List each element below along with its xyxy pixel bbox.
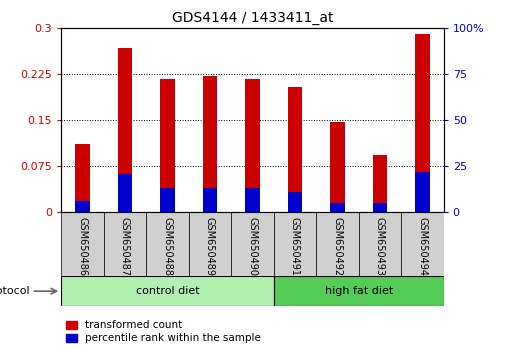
Bar — [188, 212, 231, 276]
Bar — [244, 188, 260, 212]
Legend: transformed count, percentile rank within the sample: transformed count, percentile rank withi… — [66, 320, 261, 343]
Text: GSM650491: GSM650491 — [290, 217, 299, 276]
Text: GSM650493: GSM650493 — [374, 217, 384, 276]
Bar — [160, 188, 175, 212]
Text: GSM650486: GSM650486 — [77, 217, 87, 276]
Bar — [244, 79, 260, 212]
Text: GSM650490: GSM650490 — [247, 217, 257, 276]
Bar — [117, 48, 132, 212]
Bar — [329, 203, 344, 212]
Bar — [273, 212, 316, 276]
Bar — [75, 201, 90, 212]
Bar — [202, 188, 217, 212]
Title: GDS4144 / 1433411_at: GDS4144 / 1433411_at — [172, 11, 332, 24]
Text: GSM650492: GSM650492 — [332, 217, 342, 276]
Bar — [329, 121, 344, 212]
Bar — [287, 192, 302, 212]
Bar — [316, 212, 358, 276]
Bar — [287, 87, 302, 212]
Bar — [61, 276, 273, 306]
Bar — [372, 203, 387, 212]
Bar — [372, 155, 387, 212]
Text: GSM650488: GSM650488 — [162, 217, 172, 276]
Bar — [75, 144, 90, 212]
Text: GSM650489: GSM650489 — [205, 217, 214, 276]
Bar — [61, 212, 103, 276]
Bar — [414, 34, 429, 212]
Bar — [160, 79, 175, 212]
Bar — [231, 212, 273, 276]
Bar — [103, 212, 146, 276]
Text: GSM650487: GSM650487 — [120, 217, 130, 276]
Text: growth protocol: growth protocol — [0, 286, 30, 296]
Bar — [273, 276, 443, 306]
Bar — [414, 172, 429, 212]
Text: high fat diet: high fat diet — [324, 286, 392, 296]
Bar — [117, 174, 132, 212]
Bar — [202, 76, 217, 212]
Text: control diet: control diet — [135, 286, 199, 296]
Bar — [146, 212, 188, 276]
Text: GSM650494: GSM650494 — [417, 217, 427, 276]
Bar — [358, 212, 401, 276]
Bar — [401, 212, 443, 276]
